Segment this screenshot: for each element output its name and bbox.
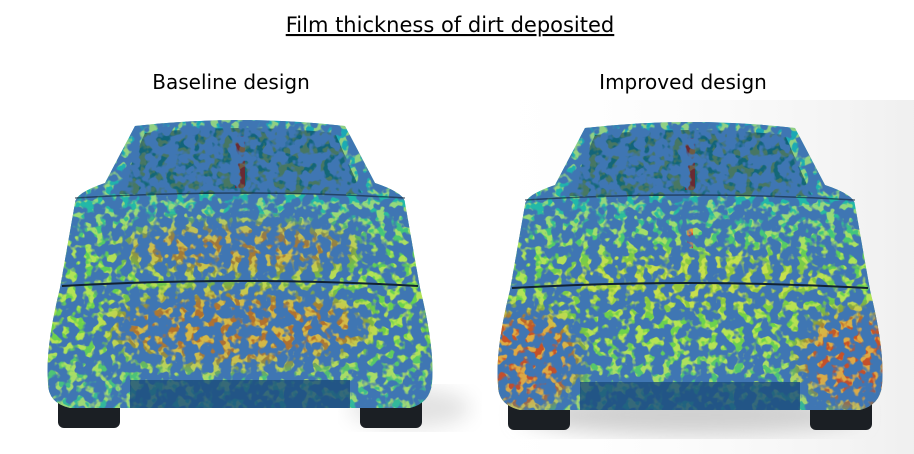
figure-title: Film thickness of dirt deposited xyxy=(286,13,615,37)
improved-car xyxy=(460,120,914,435)
panel-label: Baseline design xyxy=(152,70,310,94)
baseline-car xyxy=(40,118,470,428)
panel-label: Improved design xyxy=(599,70,767,94)
